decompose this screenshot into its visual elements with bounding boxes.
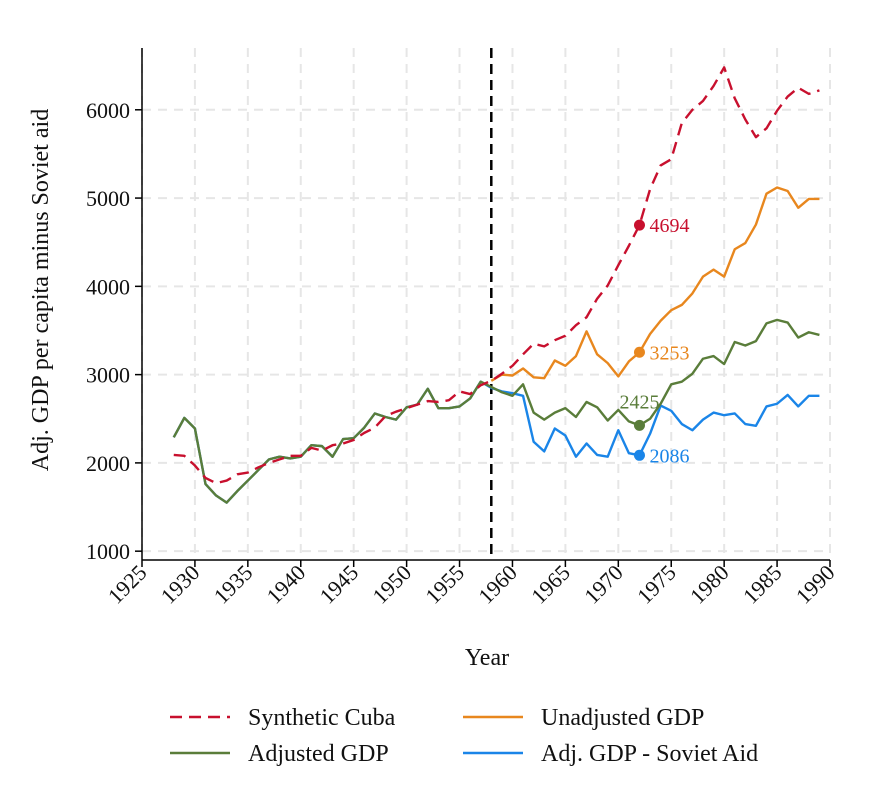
x-tick-label: 1960 <box>473 560 522 609</box>
annotation-marker <box>633 219 645 231</box>
legend-label: Adj. GDP - Soviet Aid <box>541 741 758 767</box>
tick-labels: 1000 2000 3000 4000 5000 6000 1925 1930 1935 1940… <box>86 98 840 609</box>
y-tick-label: 5000 <box>86 186 130 211</box>
annotation-label: 3253 <box>649 342 689 364</box>
grid <box>141 48 831 560</box>
x-tick-label: 1955 <box>420 560 469 609</box>
x-tick-label: 1935 <box>209 560 258 609</box>
annotation-marker <box>633 419 645 431</box>
x-tick-label: 1970 <box>579 560 628 609</box>
annotation-label: 2425 <box>619 391 659 413</box>
legend-label: Synthetic Cuba <box>248 705 396 731</box>
x-tick-label: 1945 <box>314 560 363 609</box>
x-tick-label: 1990 <box>791 560 840 609</box>
legend: Synthetic Cuba Unadjusted GDP Adjusted GDP… <box>170 705 758 767</box>
annotations: 4694 3253 2425 2086 <box>619 215 689 467</box>
series-line-unadjusted-gdp <box>490 186 820 382</box>
y-axis-title: Adj. GDP per capita minus Soviet aid <box>28 109 54 471</box>
y-tick-label: 2000 <box>86 451 130 476</box>
y-tick-label: 4000 <box>86 274 130 299</box>
annotation-marker <box>633 346 645 358</box>
x-tick-label: 1940 <box>262 560 311 609</box>
x-tick-label: 1950 <box>367 560 416 609</box>
legend-label: Unadjusted GDP <box>541 705 704 731</box>
axes <box>141 48 830 561</box>
series-lines <box>172 66 820 504</box>
y-tick-label: 3000 <box>86 363 130 388</box>
x-tick-label: 1985 <box>738 560 787 609</box>
y-tick-label: 6000 <box>86 98 130 123</box>
annotation-marker <box>633 449 645 461</box>
annotation-label: 2086 <box>649 445 689 467</box>
x-tick-label: 1975 <box>632 560 681 609</box>
x-tick-label: 1965 <box>526 560 575 609</box>
y-tick-label: 1000 <box>86 539 130 564</box>
annotation-label: 4694 <box>649 215 689 237</box>
x-axis-title: Year <box>465 645 509 671</box>
series-line-adjusted-gdp <box>172 318 820 504</box>
legend-label: Adjusted GDP <box>248 741 389 767</box>
x-tick-label: 1925 <box>103 560 152 609</box>
series-line-adj-gdp-soviet-aid <box>172 380 820 504</box>
series-line-synthetic-cuba <box>173 66 820 485</box>
x-tick-label: 1930 <box>156 560 205 609</box>
x-tick-label: 1980 <box>685 560 734 609</box>
